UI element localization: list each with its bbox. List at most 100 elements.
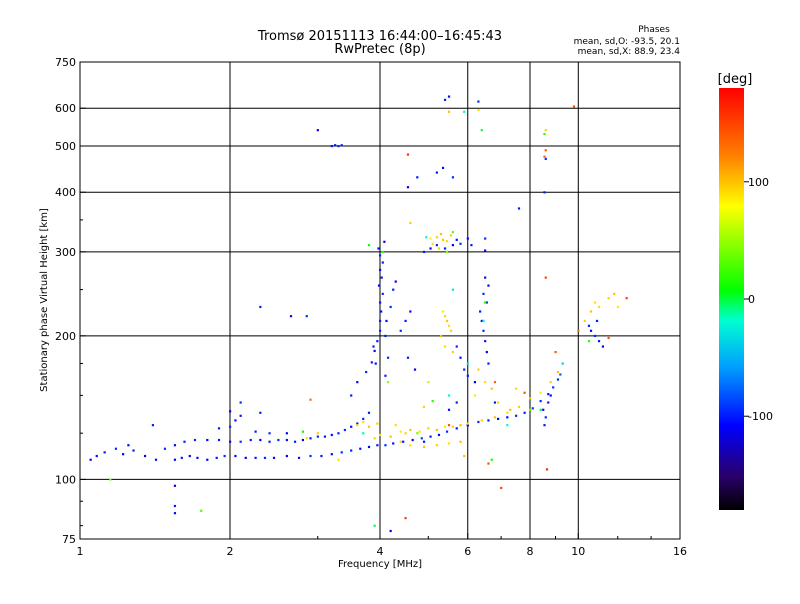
data-point <box>132 449 135 452</box>
data-point <box>373 524 376 527</box>
colorbar-ticks: 100 0 -100 <box>744 176 773 423</box>
data-point <box>544 276 547 279</box>
data-point <box>593 301 597 304</box>
data-point <box>561 362 564 365</box>
data-point <box>122 453 125 456</box>
data-point <box>427 427 430 430</box>
data-point <box>447 324 451 327</box>
data-point <box>406 186 410 189</box>
data-point <box>447 408 451 411</box>
data-point <box>515 387 518 390</box>
x-tick-label: 1 <box>77 545 84 558</box>
data-point <box>445 319 449 323</box>
data-point <box>217 427 221 430</box>
data-point <box>543 132 546 136</box>
data-point <box>386 381 390 384</box>
data-point <box>466 362 469 365</box>
data-point <box>506 411 509 414</box>
data-point <box>554 350 557 354</box>
data-point <box>477 108 480 112</box>
data-point <box>402 440 405 443</box>
data-point <box>485 301 488 304</box>
data-point <box>587 324 591 327</box>
data-point <box>482 319 485 323</box>
data-point <box>487 419 490 422</box>
data-point <box>416 432 419 435</box>
data-point <box>459 242 462 245</box>
data-point <box>409 310 412 313</box>
data-point <box>389 305 392 309</box>
data-point <box>451 425 455 428</box>
data-point <box>449 329 453 332</box>
data-point <box>443 345 447 348</box>
data-point <box>589 329 593 332</box>
data-point <box>459 356 462 359</box>
data-point <box>229 425 232 428</box>
data-point <box>451 288 455 291</box>
data-point <box>544 129 547 132</box>
data-point <box>377 247 380 250</box>
data-point <box>422 440 426 443</box>
data-point <box>455 345 458 348</box>
data-point <box>484 381 487 384</box>
data-point <box>379 301 382 304</box>
data-point <box>493 401 497 404</box>
x-tick-label: 6 <box>464 545 471 558</box>
data-point <box>377 284 381 287</box>
data-point <box>593 334 597 338</box>
data-point <box>384 444 387 447</box>
data-point <box>484 301 487 304</box>
data-point <box>193 438 197 442</box>
data-point <box>543 155 546 158</box>
data-point <box>556 370 560 374</box>
data-point <box>114 447 118 450</box>
data-point <box>420 437 423 440</box>
data-point <box>437 247 441 250</box>
data-point <box>359 447 362 450</box>
data-point <box>239 401 242 404</box>
data-point <box>487 362 490 365</box>
data-point <box>234 419 237 422</box>
data-point <box>549 394 552 397</box>
data-point <box>350 449 353 452</box>
data-point <box>539 408 542 411</box>
data-point <box>320 454 323 458</box>
y-tick-label: 750 <box>55 56 76 69</box>
data-point <box>399 329 402 332</box>
data-point <box>394 424 397 427</box>
data-point <box>515 414 518 417</box>
data-point <box>463 454 466 458</box>
data-point <box>394 280 397 283</box>
y-tick-label: 75 <box>62 533 76 546</box>
data-point <box>337 144 340 148</box>
data-point <box>367 411 371 414</box>
data-point <box>435 171 438 174</box>
data-point <box>384 334 387 338</box>
data-point <box>429 435 432 438</box>
data-point <box>196 456 199 459</box>
data-point <box>443 315 447 318</box>
data-point <box>356 381 359 384</box>
data-point <box>334 144 337 147</box>
data-point <box>435 244 438 247</box>
x-tick-label: 10 <box>571 545 585 558</box>
data-point <box>545 468 549 471</box>
data-point <box>439 232 443 236</box>
data-point <box>254 456 257 459</box>
y-tick-label: 300 <box>55 246 76 259</box>
data-point <box>496 417 500 420</box>
data-point <box>429 237 432 240</box>
data-point <box>370 361 373 364</box>
data-point <box>613 292 616 295</box>
colorbar <box>719 88 744 510</box>
data-point <box>343 428 347 432</box>
data-point <box>531 407 534 410</box>
grid-lines <box>80 62 680 539</box>
data-point <box>607 297 610 300</box>
data-point <box>356 424 359 427</box>
data-point <box>577 329 580 332</box>
y-axis-label: Stationary phase Virtual Height [km] <box>39 208 50 392</box>
data-point <box>173 504 177 508</box>
data-point <box>362 420 365 424</box>
data-point <box>439 334 443 338</box>
